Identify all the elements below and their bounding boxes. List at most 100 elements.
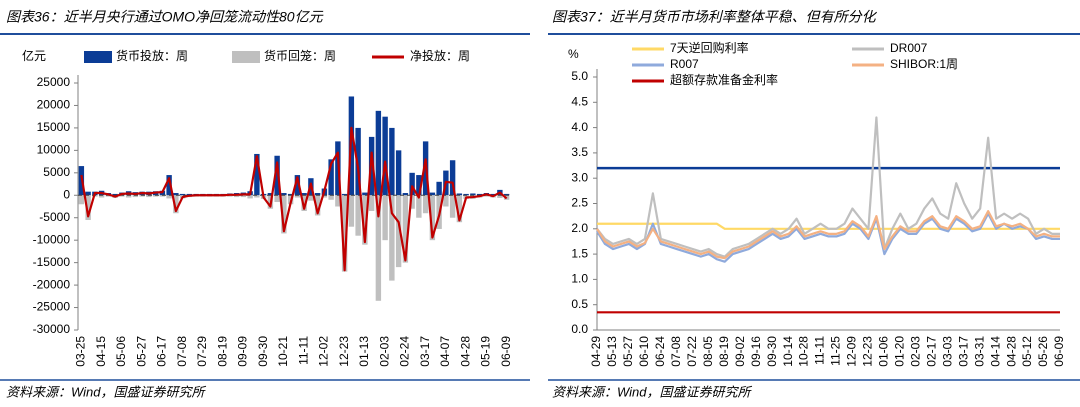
- chart-title: 图表37：近半月货币市场利率整体平稳、但有所分化: [552, 9, 878, 25]
- bar: [125, 195, 132, 198]
- bar: [362, 195, 368, 245]
- y-tick-label: 1.5: [571, 246, 588, 260]
- bar: [409, 172, 415, 196]
- x-tick-label: 07-22: [685, 336, 699, 367]
- bar: [173, 195, 179, 214]
- y-tick-label: -25000: [33, 300, 71, 314]
- bar: [314, 195, 321, 216]
- bar: [105, 195, 112, 197]
- legend-label: SHIBOR:1周: [890, 57, 958, 71]
- x-tick-label: 08-19: [717, 336, 731, 367]
- legend-label: 货币回笼：周: [264, 48, 336, 63]
- x-tick-label: 05-27: [621, 336, 635, 367]
- x-tick-label: 11-11: [296, 336, 310, 365]
- bar: [139, 195, 145, 197]
- x-tick-label: 08-05: [701, 336, 715, 367]
- legend-label: 超额存款准备金利率: [670, 72, 778, 87]
- x-tick-label: 10-28: [797, 336, 811, 367]
- y-tick-label: -10000: [33, 232, 71, 246]
- bar: [341, 195, 348, 272]
- bar: [429, 192, 436, 196]
- x-tick-label: 04-28: [458, 336, 472, 367]
- y-tick-label: 0.0: [571, 322, 588, 336]
- bar: [497, 195, 503, 198]
- x-tick-label: 02-24: [398, 336, 412, 367]
- bar: [179, 193, 186, 196]
- y-tick-label: 4.5: [571, 94, 588, 108]
- bar: [503, 193, 510, 196]
- bar: [402, 193, 409, 196]
- legend-label: 货币投放：周: [116, 48, 188, 63]
- chart-title: 图表36：近半月央行通过OMO净回笼流动性80亿元: [6, 9, 324, 25]
- bar: [308, 195, 314, 201]
- bar: [456, 193, 463, 196]
- bar: [186, 193, 193, 196]
- x-tick-label: 02-03: [908, 336, 922, 367]
- x-tick-label: 05-13: [605, 336, 619, 367]
- bar: [112, 193, 118, 196]
- bar: [335, 195, 341, 207]
- bar: [173, 193, 179, 196]
- bar: [85, 195, 91, 220]
- x-tick-label: 02-17: [924, 336, 938, 367]
- bar: [476, 193, 483, 196]
- bar: [375, 110, 382, 196]
- x-tick-label: 05-27: [134, 336, 148, 367]
- bar: [416, 195, 422, 218]
- x-tick-label: 11-25: [829, 336, 843, 366]
- bar: [449, 195, 456, 218]
- bar: [328, 159, 334, 196]
- bar: [132, 195, 139, 198]
- y-tick-label: 3.5: [571, 145, 588, 159]
- x-tick-label: 12-09: [845, 336, 859, 367]
- bar: [233, 195, 240, 198]
- x-tick-label: 03-17: [956, 336, 970, 367]
- bar: [456, 195, 463, 223]
- x-tick-label: 06-17: [155, 336, 169, 367]
- bar: [483, 195, 490, 197]
- x-tick-label: 09-16: [749, 336, 763, 367]
- bar: [355, 127, 361, 196]
- series-line: [596, 212, 1060, 263]
- bar: [382, 195, 388, 241]
- x-tick-label: 05-26: [1036, 336, 1050, 367]
- bar: [321, 195, 328, 198]
- bar: [301, 193, 307, 196]
- bar: [375, 195, 382, 301]
- y-tick-label: -5000: [39, 210, 70, 224]
- series-line: [596, 116, 1060, 258]
- bar: [98, 195, 105, 198]
- y-tick-label: 20000: [37, 98, 71, 112]
- bar: [254, 153, 260, 196]
- bar: [247, 195, 253, 199]
- y-tick-label: 0.5: [571, 297, 588, 311]
- bar: [422, 195, 429, 214]
- bar: [389, 195, 395, 281]
- bar: [470, 193, 476, 196]
- x-tick-label: 10-21: [276, 336, 290, 367]
- bar: [146, 195, 152, 198]
- x-tick-label: 09-02: [733, 336, 747, 367]
- y-tick-label: 2.0: [571, 221, 588, 235]
- bar: [287, 193, 294, 196]
- bar: [227, 195, 233, 197]
- x-tick-label: 12-23: [337, 336, 351, 367]
- x-tick-label: 06-09: [1052, 336, 1066, 367]
- x-tick-label: 06-24: [653, 336, 667, 367]
- x-tick-label: 06-10: [637, 336, 651, 367]
- bar: [429, 195, 436, 241]
- legend-label: 7天逆回购利率: [670, 40, 749, 55]
- bar: [362, 192, 368, 196]
- legend-swatch: [232, 51, 260, 63]
- bar: [274, 195, 280, 203]
- x-tick-label: 03-31: [972, 336, 986, 367]
- x-tick-label: 08-19: [215, 336, 229, 367]
- bar: [119, 195, 125, 197]
- y-tick-label: 3.0: [571, 170, 588, 184]
- x-tick-label: 11-11: [813, 336, 827, 365]
- x-tick-label: 01-06: [877, 336, 891, 367]
- x-tick-label: 12-02: [317, 336, 331, 367]
- x-tick-label: 04-28: [1004, 336, 1018, 367]
- x-tick-label: 04-14: [988, 336, 1002, 367]
